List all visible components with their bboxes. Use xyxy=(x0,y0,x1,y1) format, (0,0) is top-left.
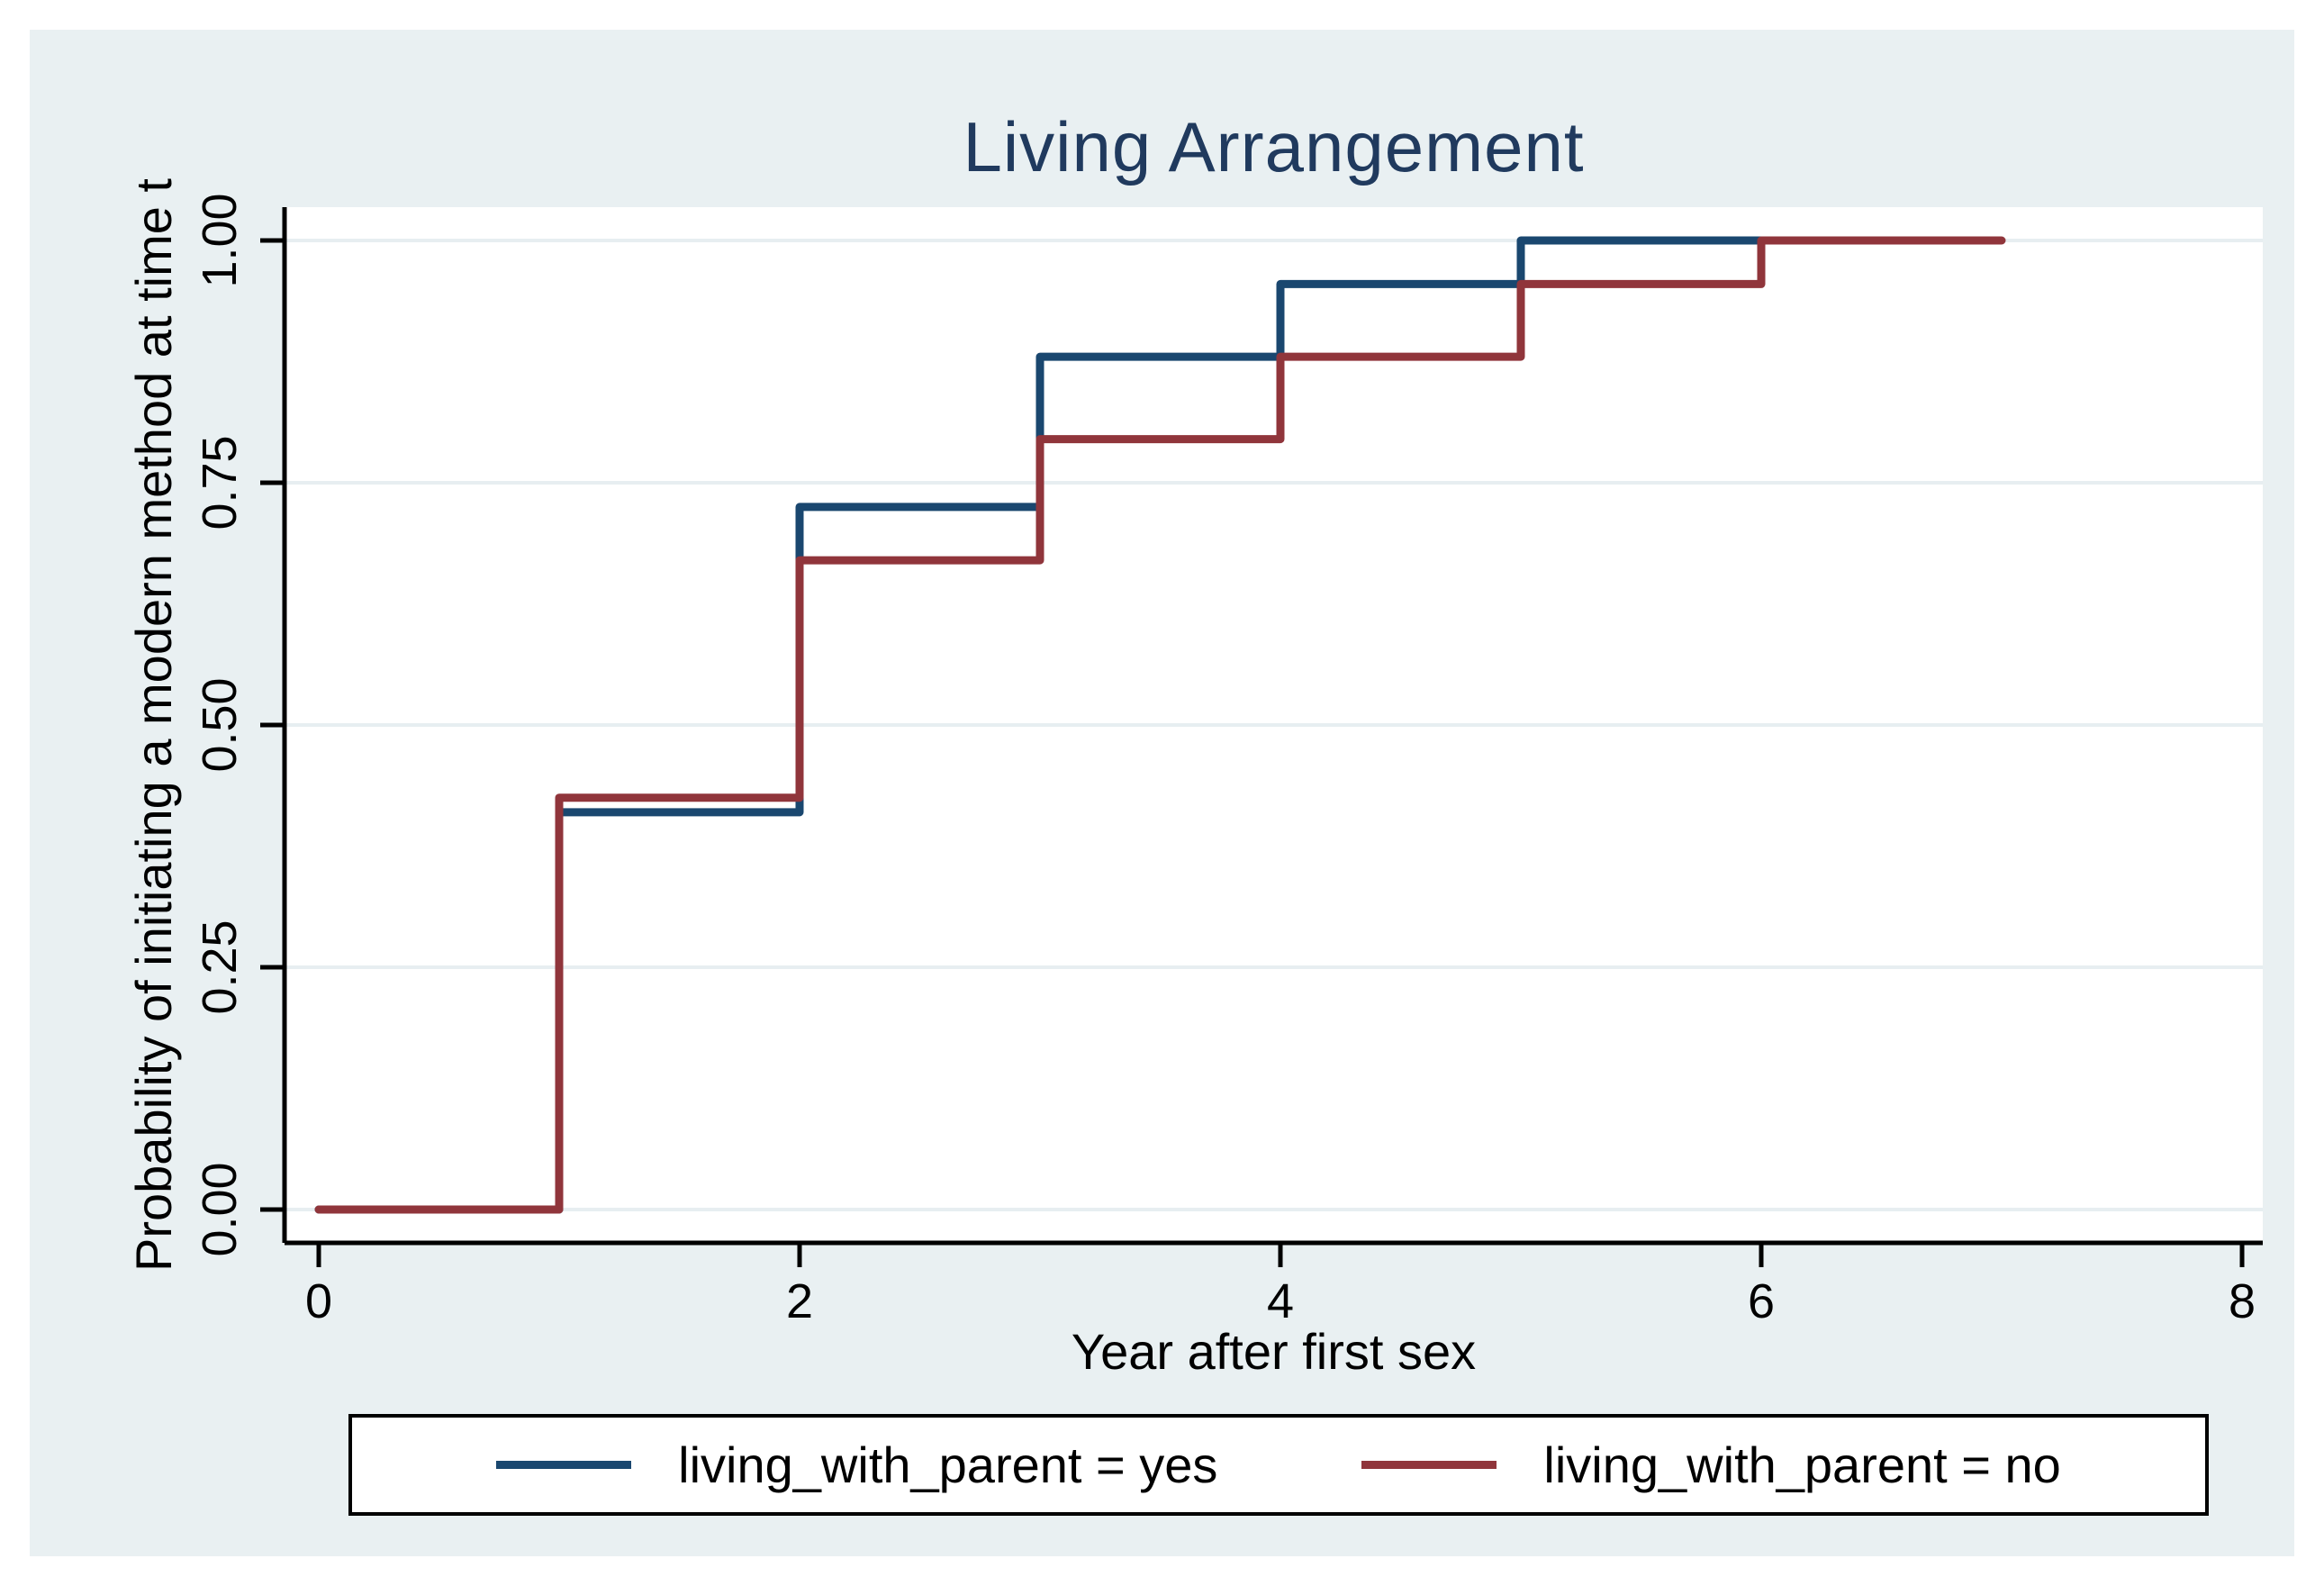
x-tick-label: 2 xyxy=(785,1274,814,1328)
plot-area xyxy=(260,207,2263,1267)
legend-label: living_with_parent = no xyxy=(1543,1436,2061,1493)
chart-title: Living Arrangement xyxy=(963,107,1585,186)
legend-item: living_with_parent = no xyxy=(1361,1436,2061,1493)
x-tick-label: 8 xyxy=(2228,1274,2256,1328)
x-tick-label: 6 xyxy=(1747,1274,1776,1328)
chart-canvas: Living Arrangement 0 2 4 6 8 0.00 0.25 0.50 0.75… xyxy=(30,30,2294,1556)
legend-label: living_with_parent = yes xyxy=(678,1436,1218,1493)
legend-swatch xyxy=(1361,1461,1497,1469)
y-axis-title: Probability of initiating a modern metho… xyxy=(125,178,182,1272)
y-tick-label: 1.00 xyxy=(193,193,247,288)
legend-item: living_with_parent = yes xyxy=(496,1436,1218,1493)
y-tick-label: 0.25 xyxy=(193,920,247,1015)
y-tick-label: 0.75 xyxy=(193,435,247,530)
y-tick-label: 0.00 xyxy=(193,1162,247,1257)
legend-swatch xyxy=(496,1461,632,1469)
y-tick-label: 0.50 xyxy=(193,677,247,773)
x-axis-title: Year after first sex xyxy=(1071,1323,1477,1380)
series-step-line xyxy=(314,236,2006,1214)
x-tick-label: 0 xyxy=(304,1274,333,1328)
legend: living_with_parent = yes living_with_pare… xyxy=(348,1414,2209,1516)
plot-svg xyxy=(260,207,2263,1267)
x-tick-label: 4 xyxy=(1266,1274,1295,1328)
